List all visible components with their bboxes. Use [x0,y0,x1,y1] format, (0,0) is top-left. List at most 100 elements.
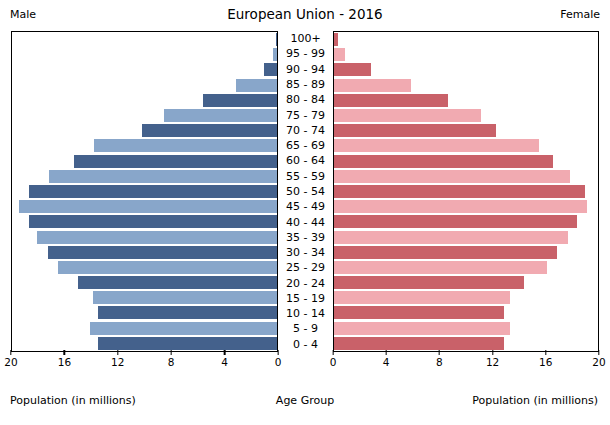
x-tick-label: 4 [221,356,228,368]
female-plot-area [333,31,599,352]
x-tick-label: 8 [168,356,175,368]
female-bar-row [334,336,598,351]
x-tick-mark [170,350,171,355]
male-bar-70-74 [142,124,277,137]
x-tick-label: 0 [330,356,337,368]
age-label-30-34: 30 - 34 [278,245,333,260]
male-bar-95-99 [273,48,277,61]
male-bar-row [12,93,277,108]
male-bar-60-64 [74,155,277,168]
age-label-90-94: 90 - 94 [278,62,333,77]
x-tick-mark [332,350,333,355]
x-tick-mark [117,350,118,355]
age-label-15-19: 15 - 19 [278,291,333,306]
female-bar-row [334,321,598,336]
male-bar-20-24 [78,276,277,289]
male-bar-row [12,47,277,62]
female-bar-80-84 [334,94,448,107]
male-bar-row [12,245,277,260]
age-label-100plus: 100+ [278,31,333,46]
male-bar-80-84 [203,94,277,107]
male-bar-row [12,154,277,169]
x-tick-mark [439,350,440,355]
x-tick-mark [10,350,11,355]
x-tick-label: 20 [592,356,605,368]
male-x-axis: 201612840 [11,350,278,376]
female-axis-title: Population (in millions) [472,394,598,407]
female-bar-row [334,123,598,138]
age-group-labels-column: 100+95 - 9990 - 9485 - 8980 - 8475 - 797… [278,31,333,352]
female-bar-0-4 [334,337,504,350]
x-tick-mark [277,350,278,355]
x-tick-label: 4 [383,356,390,368]
male-bar-row [12,199,277,214]
female-bar-100plus [334,33,338,46]
x-tick-label: 8 [436,356,443,368]
female-bar-row [334,47,598,62]
female-bar-30-34 [334,246,557,259]
male-bar-30-34 [48,246,277,259]
male-bar-25-29 [58,261,277,274]
age-label-60-64: 60 - 64 [278,153,333,168]
female-bar-row [334,229,598,244]
age-label-35-39: 35 - 39 [278,230,333,245]
female-bar-row [334,184,598,199]
female-bar-row [334,275,598,290]
female-x-axis: 048121620 [333,350,599,376]
male-bar-row [12,336,277,351]
female-bar-60-64 [334,155,553,168]
male-bar-row [12,138,277,153]
age-label-95-99: 95 - 99 [278,46,333,61]
female-bar-row [334,32,598,47]
male-bar-75-79 [164,109,277,122]
female-bar-row [334,93,598,108]
female-bar-40-44 [334,215,577,228]
female-bar-25-29 [334,261,547,274]
x-tick-mark [545,350,546,355]
age-label-85-89: 85 - 89 [278,77,333,92]
x-tick-label: 0 [275,356,282,368]
male-bar-55-59 [49,170,277,183]
female-bar-70-74 [334,124,496,137]
male-bar-45-49 [19,200,277,213]
age-label-20-24: 20 - 24 [278,276,333,291]
female-bar-55-59 [334,170,570,183]
male-bar-40-44 [29,215,277,228]
male-bar-0-4 [98,337,277,350]
female-bar-row [334,62,598,77]
female-bar-row [334,214,598,229]
female-bar-50-54 [334,185,585,198]
female-bar-row [334,108,598,123]
x-tick-mark [224,350,225,355]
x-tick-label: 16 [58,356,71,368]
age-label-10-14: 10 - 14 [278,306,333,321]
female-bars [334,32,598,351]
male-bar-row [12,305,277,320]
male-bar-85-89 [236,79,277,92]
age-label-70-74: 70 - 74 [278,123,333,138]
female-bar-35-39 [334,231,568,244]
x-tick-mark [492,350,493,355]
x-tick-label: 16 [539,356,552,368]
age-label-5-9: 5 - 9 [278,321,333,336]
male-bar-row [12,32,277,47]
female-bar-row [334,154,598,169]
female-bar-90-94 [334,63,371,76]
age-label-45-49: 45 - 49 [278,199,333,214]
female-bar-75-79 [334,109,481,122]
age-label-40-44: 40 - 44 [278,214,333,229]
male-bars [12,32,277,351]
male-bar-50-54 [29,185,277,198]
female-bar-row [334,199,598,214]
female-header-label: Female [560,8,600,21]
male-bar-row [12,78,277,93]
female-bar-95-99 [334,48,345,61]
x-tick-label: 20 [4,356,17,368]
age-label-65-69: 65 - 69 [278,138,333,153]
male-bar-row [12,62,277,77]
male-bar-row [12,214,277,229]
male-bar-90-94 [264,63,277,76]
female-bar-85-89 [334,79,411,92]
female-bar-row [334,169,598,184]
age-label-0-4: 0 - 4 [278,337,333,352]
